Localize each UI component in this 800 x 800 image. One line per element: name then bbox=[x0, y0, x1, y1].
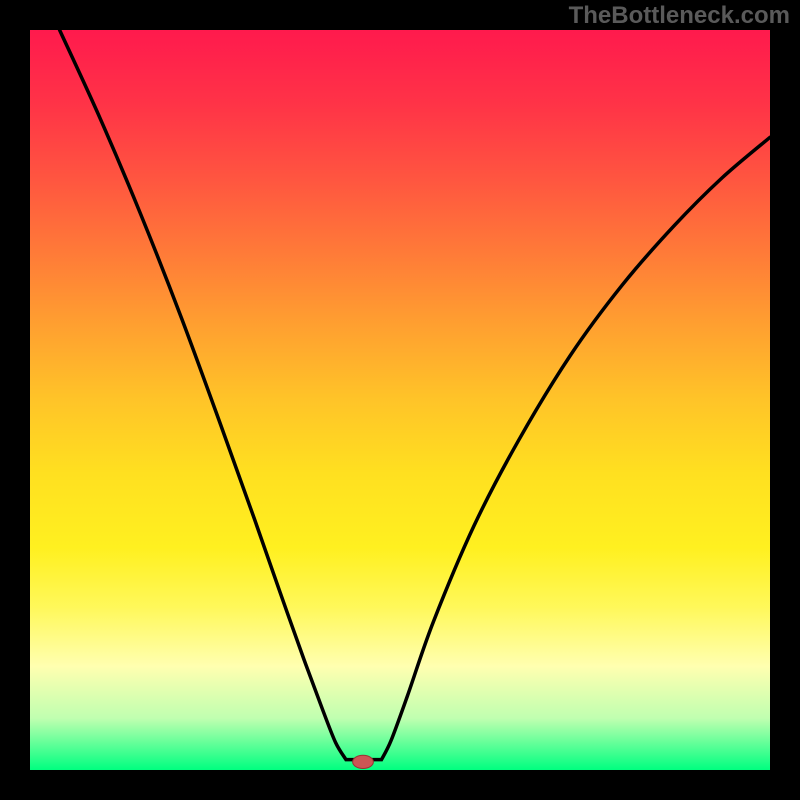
v-curve bbox=[60, 30, 770, 760]
watermark-text: TheBottleneck.com bbox=[569, 2, 790, 30]
chart-container: TheBottleneck.com bbox=[0, 0, 800, 800]
curve-plot bbox=[0, 0, 800, 800]
optimum-marker bbox=[353, 755, 374, 768]
